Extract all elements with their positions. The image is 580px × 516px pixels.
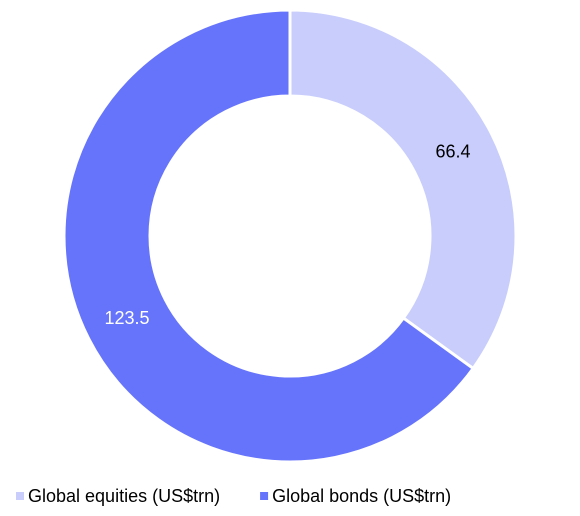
legend-swatch (16, 492, 24, 500)
legend-swatch (260, 492, 269, 500)
legend-label: Global bonds (US$trn) (272, 486, 451, 506)
value-label: 66.4 (435, 141, 470, 161)
slice (288, 8, 518, 371)
slice (62, 8, 476, 464)
legend-label: Global equities (US$trn) (28, 486, 220, 506)
value-label: 123.5 (105, 308, 150, 328)
